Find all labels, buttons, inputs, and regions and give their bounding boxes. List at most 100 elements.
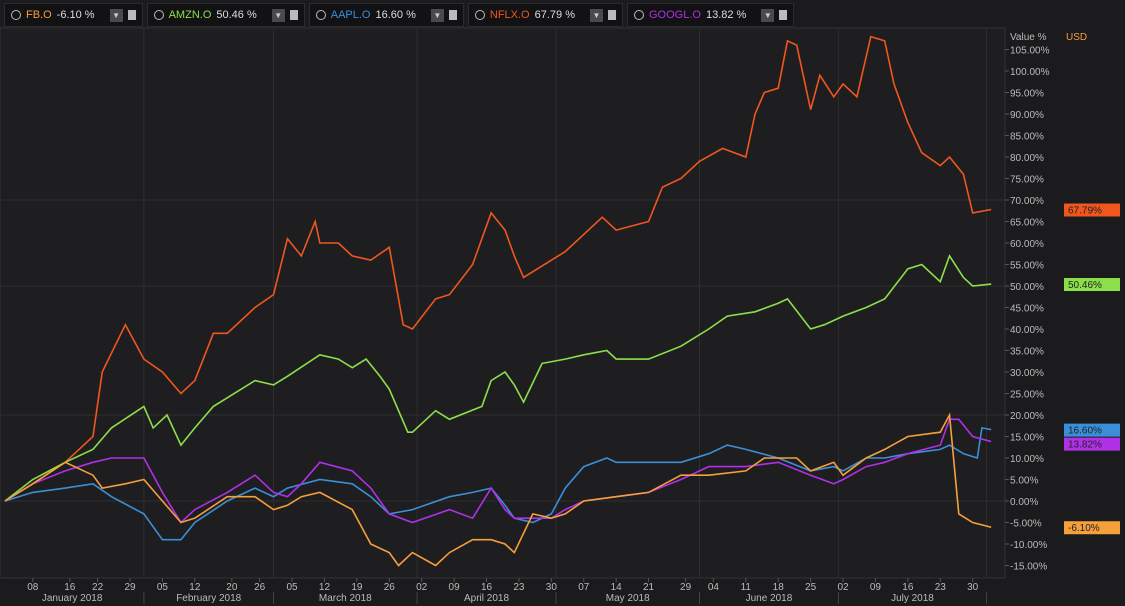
x-tick-label: 21 bbox=[643, 582, 655, 593]
last-value-badge bbox=[1064, 278, 1120, 292]
y-tick-label: 25.00% bbox=[1010, 390, 1044, 401]
y-tick-label: 95.00% bbox=[1010, 89, 1044, 100]
x-tick-label: 16 bbox=[902, 582, 914, 593]
y-tick-label: 10.00% bbox=[1010, 454, 1044, 465]
trash-icon[interactable] bbox=[448, 10, 457, 20]
month-label: January 2018 bbox=[42, 593, 103, 604]
y-tick-label: 0.00% bbox=[1010, 497, 1038, 508]
x-tick-label: 12 bbox=[189, 582, 201, 593]
x-tick-label: 29 bbox=[124, 582, 136, 593]
series-line-aapl-o bbox=[4, 426, 992, 541]
x-tick-label: 20 bbox=[226, 582, 238, 593]
trash-icon[interactable] bbox=[779, 10, 788, 20]
axis-currency: USD bbox=[1066, 32, 1087, 43]
legend-item[interactable]: NFLX.O 67.79 % ▼ bbox=[467, 3, 623, 27]
legend-ticker: AAPL.O bbox=[330, 9, 371, 21]
x-tick-label: 26 bbox=[254, 582, 266, 593]
axis-title: Value % bbox=[1010, 32, 1047, 43]
x-tick-label: 30 bbox=[967, 582, 979, 593]
y-tick-label: -15.00% bbox=[1010, 562, 1047, 573]
legend-ticker: FB.O bbox=[26, 9, 52, 21]
y-tick-label: 80.00% bbox=[1010, 153, 1044, 164]
last-value-label: 67.79% bbox=[1068, 206, 1102, 217]
x-tick-label: 09 bbox=[449, 582, 461, 593]
x-tick-label: 05 bbox=[157, 582, 169, 593]
x-tick-label: 02 bbox=[837, 582, 849, 593]
plot-area bbox=[0, 27, 1006, 579]
x-tick-label: 14 bbox=[611, 582, 623, 593]
x-tick-label: 05 bbox=[286, 582, 298, 593]
x-tick-label: 16 bbox=[481, 582, 493, 593]
y-tick-label: -5.00% bbox=[1010, 519, 1042, 530]
trash-icon[interactable] bbox=[289, 10, 298, 20]
legend-value: 50.46 % bbox=[216, 9, 257, 21]
trash-icon[interactable] bbox=[127, 10, 136, 20]
legend-item[interactable]: AAPL.O 16.60 % ▼ bbox=[308, 3, 464, 27]
legend-value: 67.79 % bbox=[534, 9, 575, 21]
series-legend: FB.O -6.10 % ▼ AMZN.O 50.46 % ▼ AAPL.O 16.60 % ▼… bbox=[4, 3, 795, 27]
legend-value: 16.60 % bbox=[375, 9, 416, 21]
x-tick-label: 25 bbox=[805, 582, 817, 593]
x-tick-label: 26 bbox=[384, 582, 396, 593]
legend-item[interactable]: GOOGL.O 13.82 % ▼ bbox=[626, 3, 795, 27]
last-value-label: 16.60% bbox=[1068, 426, 1102, 437]
x-tick-label: 08 bbox=[27, 582, 39, 593]
legend-value: -6.10 % bbox=[56, 9, 95, 21]
y-tick-label: 65.00% bbox=[1010, 218, 1044, 229]
last-value-badge bbox=[1064, 521, 1120, 535]
last-value-label: -6.10% bbox=[1068, 523, 1100, 534]
last-value-badge bbox=[1064, 423, 1120, 437]
legend-item[interactable]: AMZN.O 50.46 % ▼ bbox=[146, 3, 305, 27]
x-tick-label: 23 bbox=[513, 582, 525, 593]
clock-icon bbox=[633, 10, 644, 20]
x-tick-label: 04 bbox=[708, 582, 720, 593]
series-line-nflx-o bbox=[4, 35, 992, 502]
legend-ticker: AMZN.O bbox=[168, 9, 212, 21]
y-tick-label: -10.00% bbox=[1010, 540, 1047, 551]
y-tick-label: 40.00% bbox=[1010, 325, 1044, 336]
last-value-label: 13.82% bbox=[1068, 440, 1102, 451]
x-tick-label: 09 bbox=[870, 582, 882, 593]
legend-ticker: NFLX.O bbox=[489, 9, 530, 21]
y-tick-label: 60.00% bbox=[1010, 239, 1044, 250]
chevron-down-icon[interactable]: ▼ bbox=[589, 8, 603, 22]
month-label: June 2018 bbox=[746, 593, 793, 604]
x-tick-label: 18 bbox=[773, 582, 785, 593]
y-tick-label: 70.00% bbox=[1010, 196, 1044, 207]
y-tick-label: 5.00% bbox=[1010, 476, 1038, 487]
month-label: April 2018 bbox=[464, 593, 509, 604]
chevron-down-icon[interactable]: ▼ bbox=[109, 8, 123, 22]
x-tick-label: 23 bbox=[935, 582, 947, 593]
x-tick-label: 16 bbox=[64, 582, 76, 593]
x-tick-label: 07 bbox=[578, 582, 590, 593]
y-tick-label: 100.00% bbox=[1010, 67, 1050, 78]
y-tick-label: 85.00% bbox=[1010, 132, 1044, 143]
month-label: May 2018 bbox=[606, 593, 650, 604]
clock-icon bbox=[11, 10, 21, 20]
trash-icon[interactable] bbox=[607, 10, 616, 20]
chevron-down-icon[interactable]: ▼ bbox=[430, 8, 444, 22]
chevron-down-icon[interactable]: ▼ bbox=[761, 8, 775, 22]
y-tick-label: 90.00% bbox=[1010, 110, 1044, 121]
legend-item[interactable]: FB.O -6.10 % ▼ bbox=[4, 3, 143, 27]
series-line-fb-o bbox=[4, 412, 992, 567]
x-tick-label: 19 bbox=[351, 582, 363, 593]
chevron-down-icon[interactable]: ▼ bbox=[271, 8, 285, 22]
last-value-label: 50.46% bbox=[1068, 280, 1102, 291]
x-tick-label: 22 bbox=[92, 582, 104, 593]
clock-icon bbox=[153, 10, 164, 20]
month-label: March 2018 bbox=[319, 593, 372, 604]
y-tick-label: 55.00% bbox=[1010, 261, 1044, 272]
y-tick-label: 20.00% bbox=[1010, 411, 1044, 422]
y-tick-label: 35.00% bbox=[1010, 347, 1044, 358]
legend-value: 13.82 % bbox=[705, 9, 747, 21]
clock-icon bbox=[474, 10, 485, 20]
legend-ticker: GOOGL.O bbox=[648, 9, 701, 21]
last-value-badge bbox=[1064, 203, 1120, 217]
x-tick-label: 02 bbox=[416, 582, 428, 593]
clock-icon bbox=[315, 10, 326, 20]
last-value-badge bbox=[1064, 437, 1120, 451]
y-tick-label: 105.00% bbox=[1010, 46, 1050, 57]
y-tick-label: 50.00% bbox=[1010, 282, 1044, 293]
